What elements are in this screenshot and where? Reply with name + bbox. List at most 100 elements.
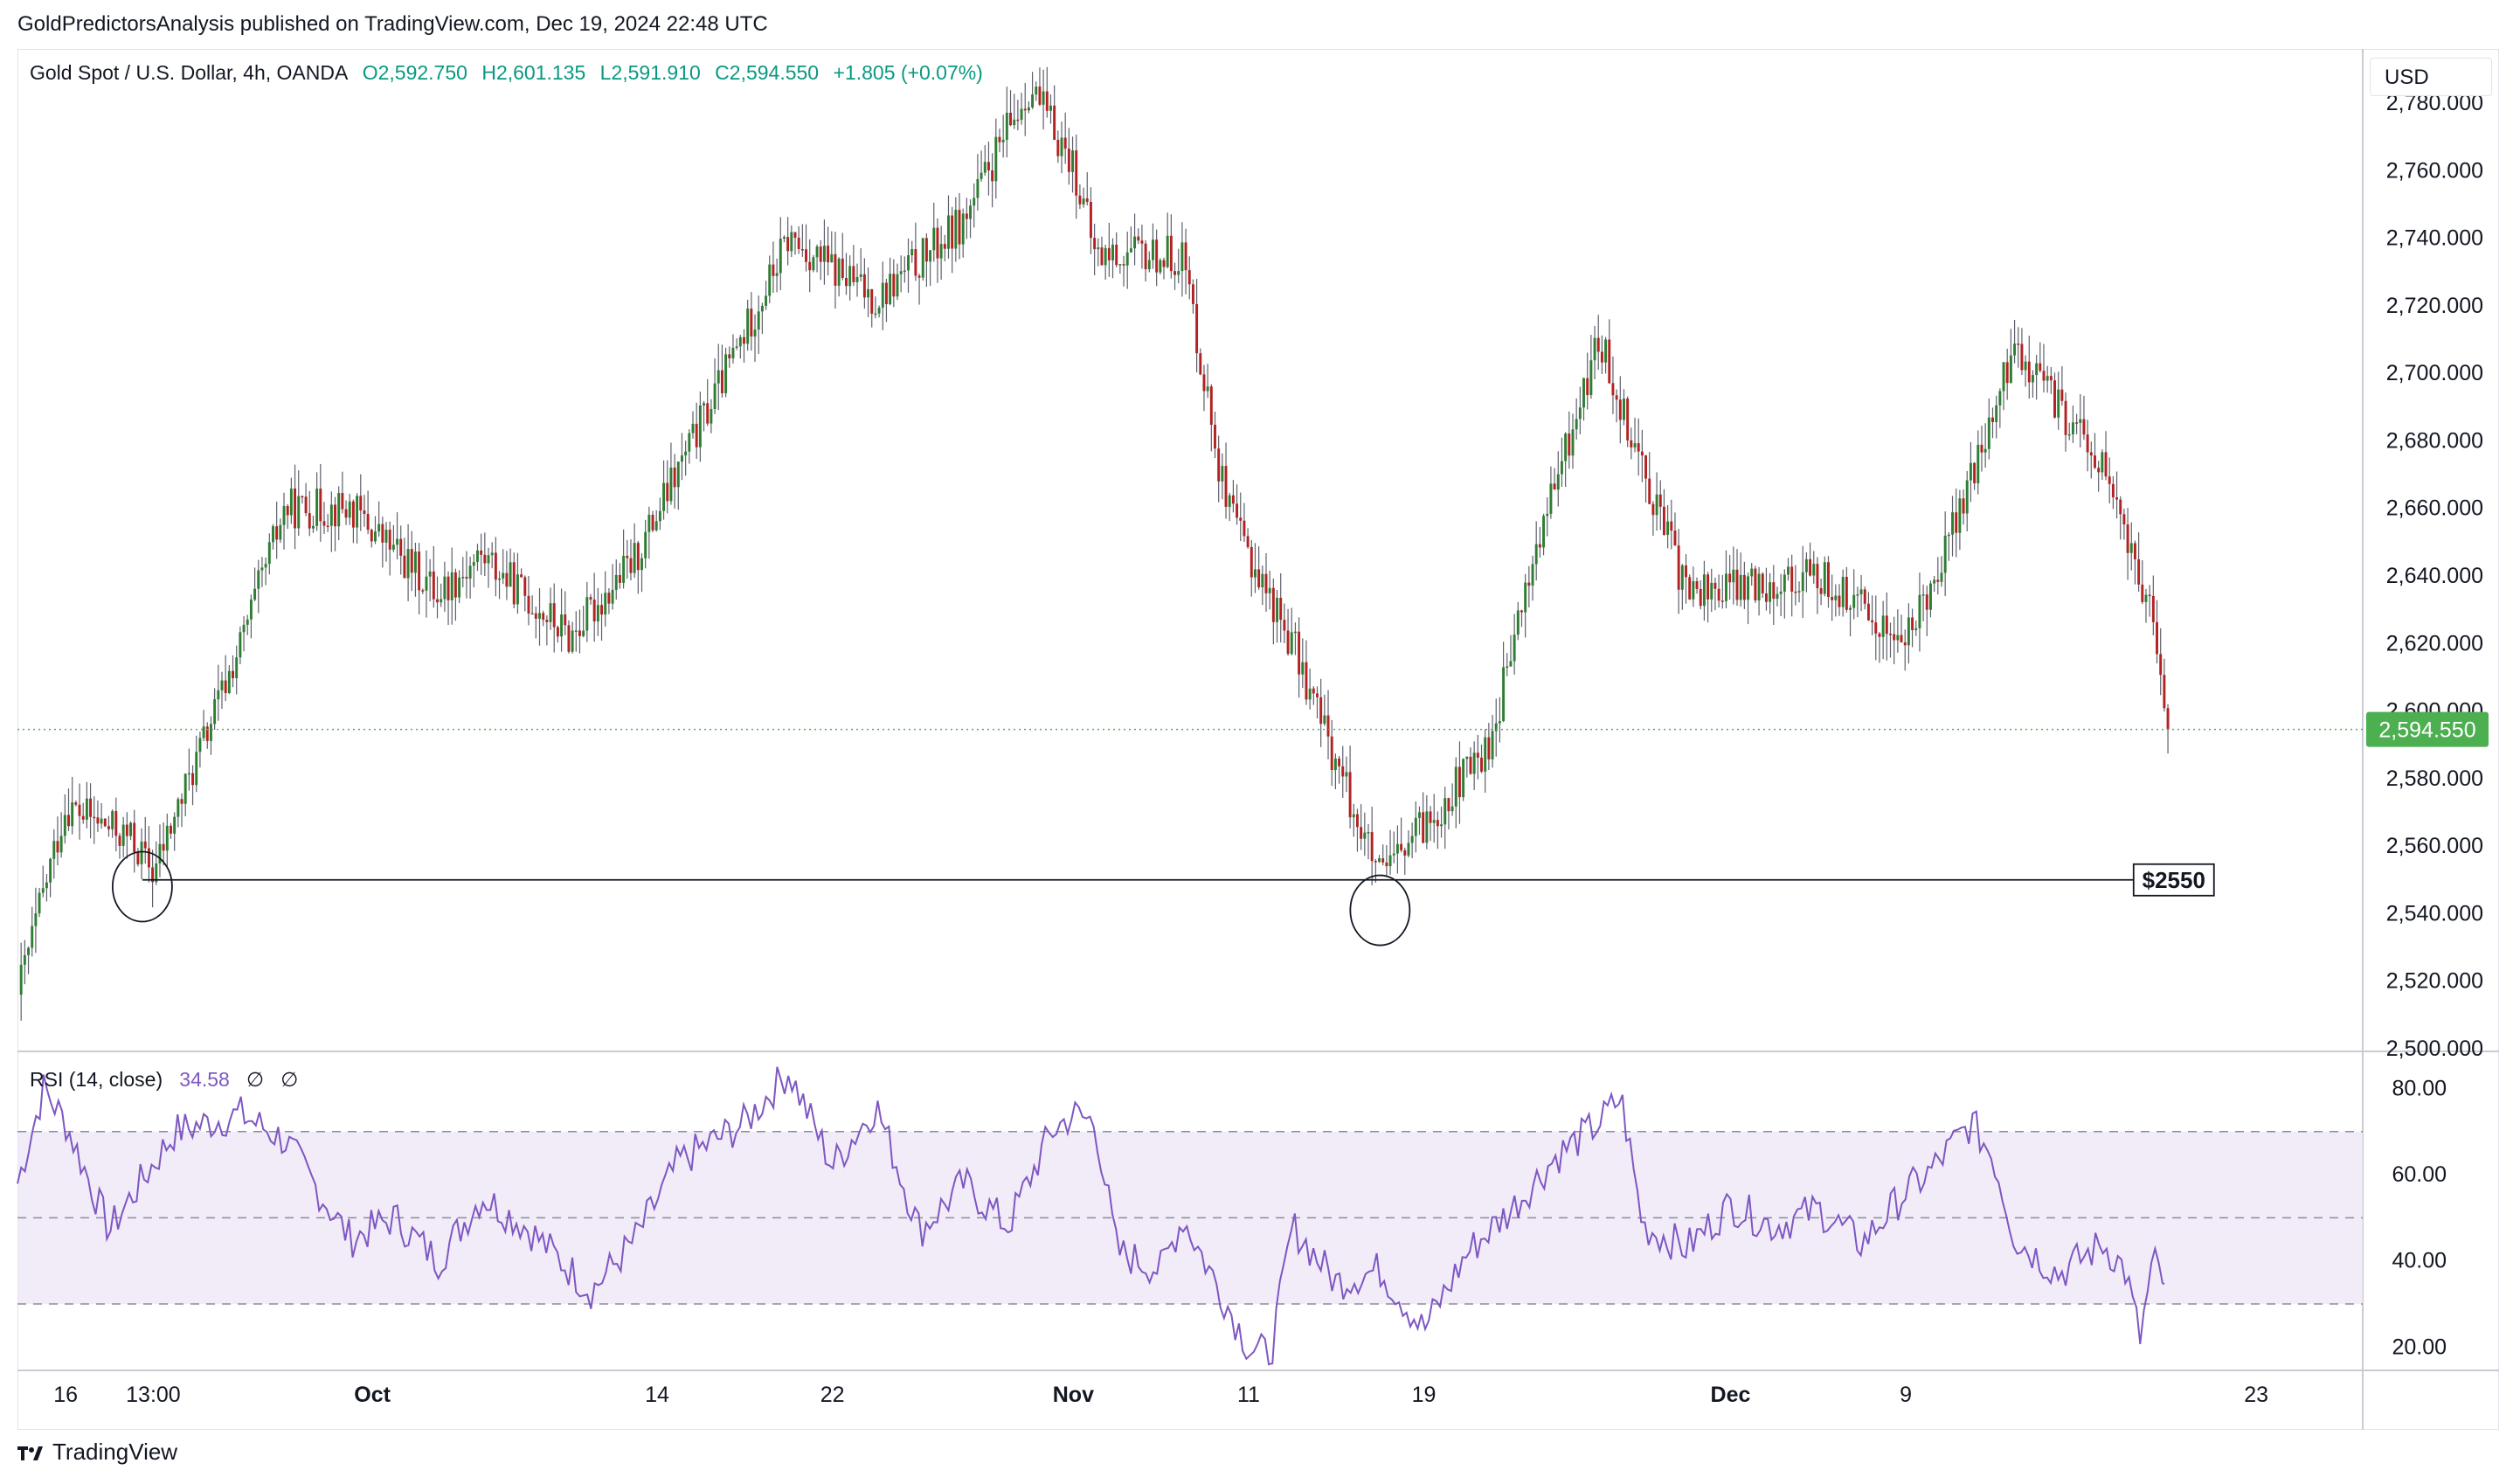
candle-up [1531,564,1534,586]
candle-up [538,613,541,619]
candle-down [1677,545,1680,590]
candle-up [647,514,651,532]
candle-down [1085,198,1089,202]
candle-down [294,488,297,529]
candle-down [1874,622,1878,634]
candle-down [1224,466,1228,507]
candle-up [1462,759,1465,798]
candle-down [805,249,807,262]
candle-down [2133,543,2136,559]
candle-down [1279,598,1283,621]
candle-up [768,264,772,296]
candle-down [786,237,790,252]
publisher-line: GoldPredictorsAnalysis published on Trad… [17,12,768,36]
candle-down [914,249,917,276]
candle-up [272,526,274,543]
candle-up [1049,105,1052,111]
candle-up [1418,812,1421,818]
candle-up [2009,355,2012,384]
candle-down [1707,574,1710,600]
candle-up [1623,399,1625,420]
close-value: C2,594.550 [715,61,820,84]
candle-up [932,227,936,251]
candle-up [1378,858,1381,863]
candle-up [1655,494,1658,516]
candle-down [1009,113,1012,126]
candle-up [973,198,976,206]
candle-up [1494,723,1498,732]
candle-down [1611,383,1615,396]
candle-up [2024,361,2027,371]
candle-down [567,625,571,652]
candle-up [658,510,661,522]
candle-up [1159,260,1162,273]
candle-up [969,205,973,219]
candle-down [1596,337,1600,352]
candle-up [765,295,768,306]
candle-down [1936,579,1940,582]
candle-down [1370,832,1374,862]
candle-up [1542,516,1546,548]
candle-up [1392,853,1395,856]
candle-down [943,244,946,249]
candle-down [1651,503,1655,516]
candle-down [1316,693,1319,697]
rsi-extra-1: ∅ [246,1068,265,1091]
support-label: $2550 [2143,867,2205,893]
candle-down [1209,386,1213,426]
candle-up [329,504,333,526]
candle-down [1053,105,1056,141]
candle-up [1388,855,1392,867]
candle-up [198,738,202,752]
candle-down [118,836,121,846]
candle-down [924,238,928,262]
axes: 2,780.0002,760.0002,740.0002,720.0002,70… [53,91,2489,1407]
candle-up [1787,566,1790,575]
candle-up [859,274,862,278]
candle-down [1202,374,1206,392]
candle-up [549,603,552,622]
candle-up [1506,666,1509,668]
rsi-pane[interactable] [17,1066,2363,1366]
last-price-tag [2366,711,2489,747]
candle-down [618,574,621,583]
candle-down [1866,603,1870,621]
candle-down [2039,363,2042,371]
candle-down [1885,615,1888,635]
candle-up [867,288,870,298]
candle-down [1195,303,1199,354]
price-pane[interactable] [19,66,2170,1021]
candle-down [666,482,669,502]
candle-up [59,836,63,853]
candle-down [1685,565,1687,578]
currency-selector[interactable]: USD [2370,58,2492,96]
candle-down [147,848,150,868]
candle-down [1348,772,1352,818]
candle-down [545,620,549,622]
candle-down [93,816,96,819]
candle-down [1038,87,1042,105]
candle-up [1987,417,1990,449]
candle-down [301,496,304,498]
candle-down [1717,588,1720,601]
candle-down [334,504,336,527]
candle-down [1045,91,1049,111]
candle-up [472,562,475,566]
candle-up [889,274,892,305]
candle-up [669,468,673,502]
candle-down [1075,150,1078,196]
rsi-tick-label: 60.00 [2392,1162,2447,1187]
candle-up [63,815,66,836]
rsi-legend: RSI (14, close) 34.58 ∅ ∅ [30,1068,298,1092]
candle-down [542,613,545,621]
candle-up [1498,721,1501,724]
candle-down [351,501,355,528]
candle-down [1742,574,1746,600]
candle-down [1400,843,1403,850]
candle-up [753,329,757,337]
candle-down [1648,478,1651,504]
candle-up [1995,405,1998,422]
candle-down [827,246,830,263]
candle-down [232,670,234,679]
